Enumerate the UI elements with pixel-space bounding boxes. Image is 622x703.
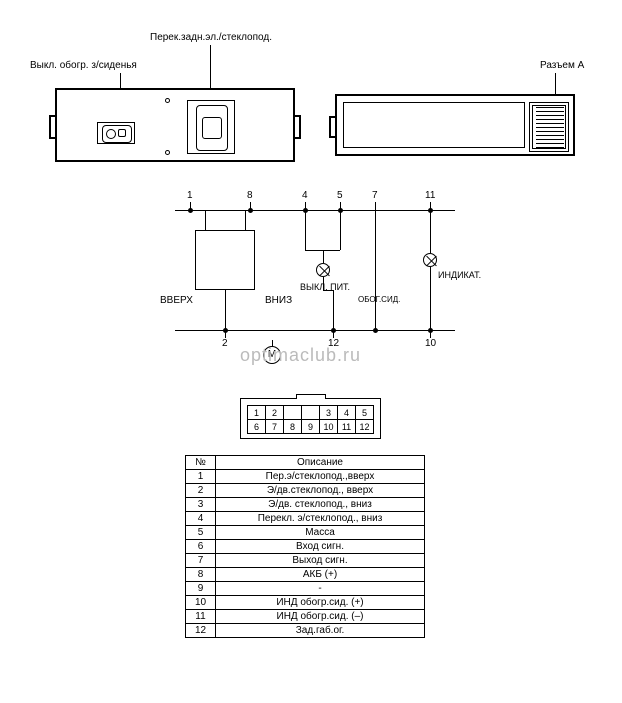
cell-desc: Перекл. э/стеклопод., вниз xyxy=(216,512,425,526)
pin-cell: 1 xyxy=(248,406,266,420)
pin-cell: 2 xyxy=(266,406,284,420)
pin-cell: 5 xyxy=(356,406,374,420)
pin-cell: 9 xyxy=(302,420,320,434)
cell-desc: Э/дв.стеклопод., вверх xyxy=(216,484,425,498)
term-4: 4 xyxy=(302,190,308,201)
component-front-outline xyxy=(55,88,295,162)
label-connector-a: Разъем A xyxy=(540,60,584,71)
cell-desc: Выход сигн. xyxy=(216,554,425,568)
switch-window xyxy=(195,230,255,290)
component-connector-outline xyxy=(335,94,575,156)
cell-no: 2 xyxy=(186,484,216,498)
cell-desc: АКБ (+) xyxy=(216,568,425,582)
table-row: 11ИНД обогр.сид. (–) xyxy=(186,610,425,624)
pin-cell: 7 xyxy=(266,420,284,434)
table-row: 5Масса xyxy=(186,526,425,540)
cell-no: 11 xyxy=(186,610,216,624)
term-2: 2 xyxy=(222,338,228,349)
watermark: optimaclub.ru xyxy=(240,345,361,366)
pin-cell: 6 xyxy=(248,420,266,434)
term-1: 1 xyxy=(187,190,193,201)
heater-switch-icon xyxy=(97,122,135,144)
table-row: 7Выход сигн. xyxy=(186,554,425,568)
pin-cell xyxy=(302,406,320,420)
cell-no: 5 xyxy=(186,526,216,540)
cell-no: 8 xyxy=(186,568,216,582)
cell-desc: Вход сигн. xyxy=(216,540,425,554)
connector-a-icon xyxy=(529,102,569,152)
pin-connector-table: 1 2 3 4 5 6 7 8 9 10 11 12 xyxy=(247,405,374,434)
term-10: 10 xyxy=(425,338,436,349)
pin-cell xyxy=(284,406,302,420)
description-table: № Описание 1Пер.э/стеклопод.,вверх 2Э/дв… xyxy=(185,455,425,638)
term-5: 5 xyxy=(337,190,343,201)
cell-no: 4 xyxy=(186,512,216,526)
cell-desc: ИНД обогр.сид. (–) xyxy=(216,610,425,624)
pin-cell: 11 xyxy=(338,420,356,434)
table-row: 2Э/дв.стеклопод., вверх xyxy=(186,484,425,498)
label-heat-seat: ОБОГ.СИД. xyxy=(358,295,400,304)
col-header-desc: Описание xyxy=(216,456,425,470)
pin-cell: 3 xyxy=(320,406,338,420)
label-pwr-off: ВЫКЛ. ПИТ. xyxy=(300,282,350,292)
cell-no: 1 xyxy=(186,470,216,484)
pin-cell: 4 xyxy=(338,406,356,420)
table-row: 8АКБ (+) xyxy=(186,568,425,582)
pin-cell: 10 xyxy=(320,420,338,434)
lamp-power xyxy=(316,263,330,277)
label-window-switch: Перек.задн.эл./стеклопод. xyxy=(150,32,272,43)
term-7: 7 xyxy=(372,190,378,201)
table-row: 6Вход сигн. xyxy=(186,540,425,554)
cell-no: 10 xyxy=(186,596,216,610)
table-row: 1Пер.э/стеклопод.,вверх xyxy=(186,470,425,484)
pin-cell: 8 xyxy=(284,420,302,434)
label-heater-switch: Выкл. обогр. з/сиденья xyxy=(30,60,137,71)
cell-no: 6 xyxy=(186,540,216,554)
cell-no: 3 xyxy=(186,498,216,512)
cell-desc: Пер.э/стеклопод.,вверх xyxy=(216,470,425,484)
lamp-indicator xyxy=(423,253,437,267)
pin-cell: 12 xyxy=(356,420,374,434)
label-up: ВВЕРХ xyxy=(160,295,193,306)
label-indicator: ИНДИКАТ. xyxy=(438,270,481,280)
table-row: 10ИНД обогр.сид. (+) xyxy=(186,596,425,610)
cell-desc: Зад.габ.ог. xyxy=(216,624,425,638)
cell-desc: Масса xyxy=(216,526,425,540)
cell-no: 9 xyxy=(186,582,216,596)
cell-desc: - xyxy=(216,582,425,596)
term-11: 11 xyxy=(425,190,435,201)
term-8: 8 xyxy=(247,190,253,201)
pin-connector-frame: 1 2 3 4 5 6 7 8 9 10 11 12 xyxy=(240,398,381,439)
table-row: 3Э/дв. стеклопод., вниз xyxy=(186,498,425,512)
table-row: 4Перекл. э/стеклопод., вниз xyxy=(186,512,425,526)
cell-desc: Э/дв. стеклопод., вниз xyxy=(216,498,425,512)
table-row: 9- xyxy=(186,582,425,596)
cell-desc: ИНД обогр.сид. (+) xyxy=(216,596,425,610)
table-row: 12Зад.габ.ог. xyxy=(186,624,425,638)
label-down: ВНИЗ xyxy=(265,295,292,306)
cell-no: 12 xyxy=(186,624,216,638)
cell-no: 7 xyxy=(186,554,216,568)
schematic-diagram: 1 8 4 5 7 11 2 12 10 ВВЕРХ ВЫКЛ. ПИТ. ВН… xyxy=(0,190,622,360)
col-header-no: № xyxy=(186,456,216,470)
window-rocker-icon xyxy=(187,100,235,154)
